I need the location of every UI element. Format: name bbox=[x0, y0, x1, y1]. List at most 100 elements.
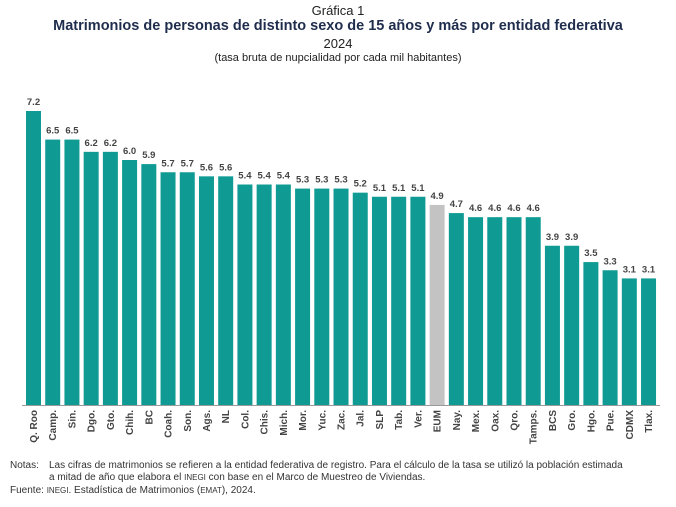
category-label: Zac. bbox=[337, 410, 348, 430]
category-label: Gro. bbox=[567, 410, 578, 431]
category-label: Yuc. bbox=[317, 410, 328, 431]
category-label: Ver. bbox=[413, 410, 424, 428]
bar-chis bbox=[256, 184, 272, 405]
bar-coah bbox=[160, 172, 176, 405]
category-label: BC bbox=[144, 410, 155, 424]
category-label: Col. bbox=[240, 410, 251, 429]
source: Fuente: INEGI. Estadística de Matrimonio… bbox=[10, 485, 256, 498]
value-label: 3.1 bbox=[623, 264, 637, 275]
value-label: 4.6 bbox=[488, 203, 501, 214]
value-label: 4.9 bbox=[431, 191, 444, 202]
value-label: 5.3 bbox=[334, 175, 347, 186]
value-label: 5.6 bbox=[200, 162, 213, 173]
category-label: Qro. bbox=[510, 410, 521, 431]
value-label: 5.1 bbox=[392, 183, 406, 194]
chart-subtitle: (tasa bruta de nupcialidad por cada mil … bbox=[214, 52, 462, 64]
source-label: Fuente: bbox=[10, 485, 47, 496]
bar-tlax bbox=[641, 278, 657, 405]
bar-qroo bbox=[26, 111, 41, 405]
bar-nl bbox=[218, 176, 234, 405]
bar-bc bbox=[141, 164, 157, 405]
value-label: 5.4 bbox=[258, 171, 272, 182]
category-label: Mor. bbox=[298, 410, 309, 431]
bar-hgo bbox=[583, 262, 599, 405]
source-text: ), 2024. bbox=[221, 485, 256, 496]
bar-sin bbox=[64, 139, 80, 406]
bar-mor bbox=[295, 188, 311, 405]
bar-ver bbox=[410, 196, 426, 405]
notes-line2: a mitad de año que elabora el INEGI con … bbox=[49, 472, 425, 485]
bar-chart: 7.2 Q. Roo 6.5 Camp. 6.5 Sin. 6.2 Dgo. 6.2 Gto. 6.… bbox=[22, 97, 660, 444]
category-label: Mex. bbox=[471, 410, 482, 432]
category-label: Sin. bbox=[67, 410, 78, 429]
bar-jal bbox=[352, 192, 368, 405]
notes: Notas: Las cifras de matrimonios se refi… bbox=[10, 460, 623, 473]
value-label: 4.7 bbox=[450, 199, 463, 210]
bar-dgo bbox=[83, 151, 99, 405]
bar-yuc bbox=[314, 188, 330, 405]
bar-son bbox=[179, 172, 195, 405]
value-label: 5.1 bbox=[411, 183, 425, 194]
bar-bcs bbox=[544, 245, 560, 405]
value-label: 5.7 bbox=[161, 158, 174, 169]
bar-tamps bbox=[525, 217, 541, 405]
category-label: Q. Roo bbox=[29, 410, 40, 443]
bar-nay bbox=[448, 213, 464, 405]
bar-gro bbox=[564, 245, 580, 405]
category-label: Mich. bbox=[279, 410, 290, 436]
value-label: 4.6 bbox=[527, 203, 540, 214]
inegi-abbr: INEGI bbox=[184, 473, 206, 482]
value-label: 6.5 bbox=[46, 126, 60, 137]
value-label: 5.3 bbox=[296, 175, 309, 186]
bar-gto bbox=[102, 151, 118, 405]
value-label: 3.3 bbox=[603, 256, 616, 267]
category-label: Ags. bbox=[202, 410, 213, 432]
bar-tab bbox=[391, 196, 407, 405]
value-label: 5.7 bbox=[181, 158, 194, 169]
category-label: Tlax. bbox=[644, 410, 655, 433]
bar-qro bbox=[506, 217, 522, 405]
category-label: Chih. bbox=[125, 410, 136, 435]
bar-mex bbox=[468, 217, 484, 405]
chart-year: 2024 bbox=[323, 36, 353, 51]
category-label: Hgo. bbox=[586, 410, 597, 432]
category-label: SLP bbox=[375, 410, 386, 430]
value-label: 3.5 bbox=[584, 248, 598, 259]
category-label: Nay. bbox=[452, 410, 463, 431]
category-label: BCS bbox=[548, 410, 559, 431]
category-label: Tamps. bbox=[529, 410, 540, 444]
value-label: 6.0 bbox=[123, 146, 136, 157]
notes-line1: Las cifras de matrimonios se refieren a … bbox=[49, 460, 623, 471]
value-label: 5.4 bbox=[277, 171, 291, 182]
value-label: 3.9 bbox=[546, 232, 559, 243]
category-label: Dgo. bbox=[87, 410, 98, 432]
bar-eum bbox=[429, 204, 445, 405]
category-label: Coah. bbox=[164, 410, 175, 438]
bar-zac bbox=[333, 188, 349, 405]
category-label: Gto. bbox=[106, 410, 117, 430]
source-text: . Estadística de Matrimonios ( bbox=[68, 485, 201, 496]
bar-oax bbox=[487, 217, 503, 405]
value-label: 5.4 bbox=[238, 171, 252, 182]
value-label: 3.1 bbox=[642, 264, 656, 275]
category-label: Tab. bbox=[394, 410, 405, 430]
bar-camp bbox=[45, 139, 61, 406]
category-label: Pue. bbox=[606, 410, 617, 431]
value-label: 7.2 bbox=[27, 97, 40, 108]
bar-cdmx bbox=[621, 278, 637, 405]
bar-pue bbox=[602, 270, 618, 405]
category-label: NL bbox=[221, 410, 232, 423]
value-label: 6.2 bbox=[85, 138, 98, 149]
value-label: 5.1 bbox=[373, 183, 387, 194]
category-label: Camp. bbox=[48, 410, 59, 441]
value-label: 6.5 bbox=[65, 126, 79, 137]
bar-ags bbox=[198, 176, 214, 405]
bar-chih bbox=[122, 160, 138, 405]
value-label: 6.2 bbox=[104, 138, 117, 149]
category-label: Son. bbox=[183, 410, 194, 432]
notes-text: con base en el Marco de Muestreo de Vivi… bbox=[205, 472, 426, 483]
emat-abbr: EMAT bbox=[200, 486, 222, 495]
value-label: 5.2 bbox=[354, 179, 367, 190]
value-label: 5.9 bbox=[142, 150, 155, 161]
bar-slp bbox=[371, 196, 387, 405]
